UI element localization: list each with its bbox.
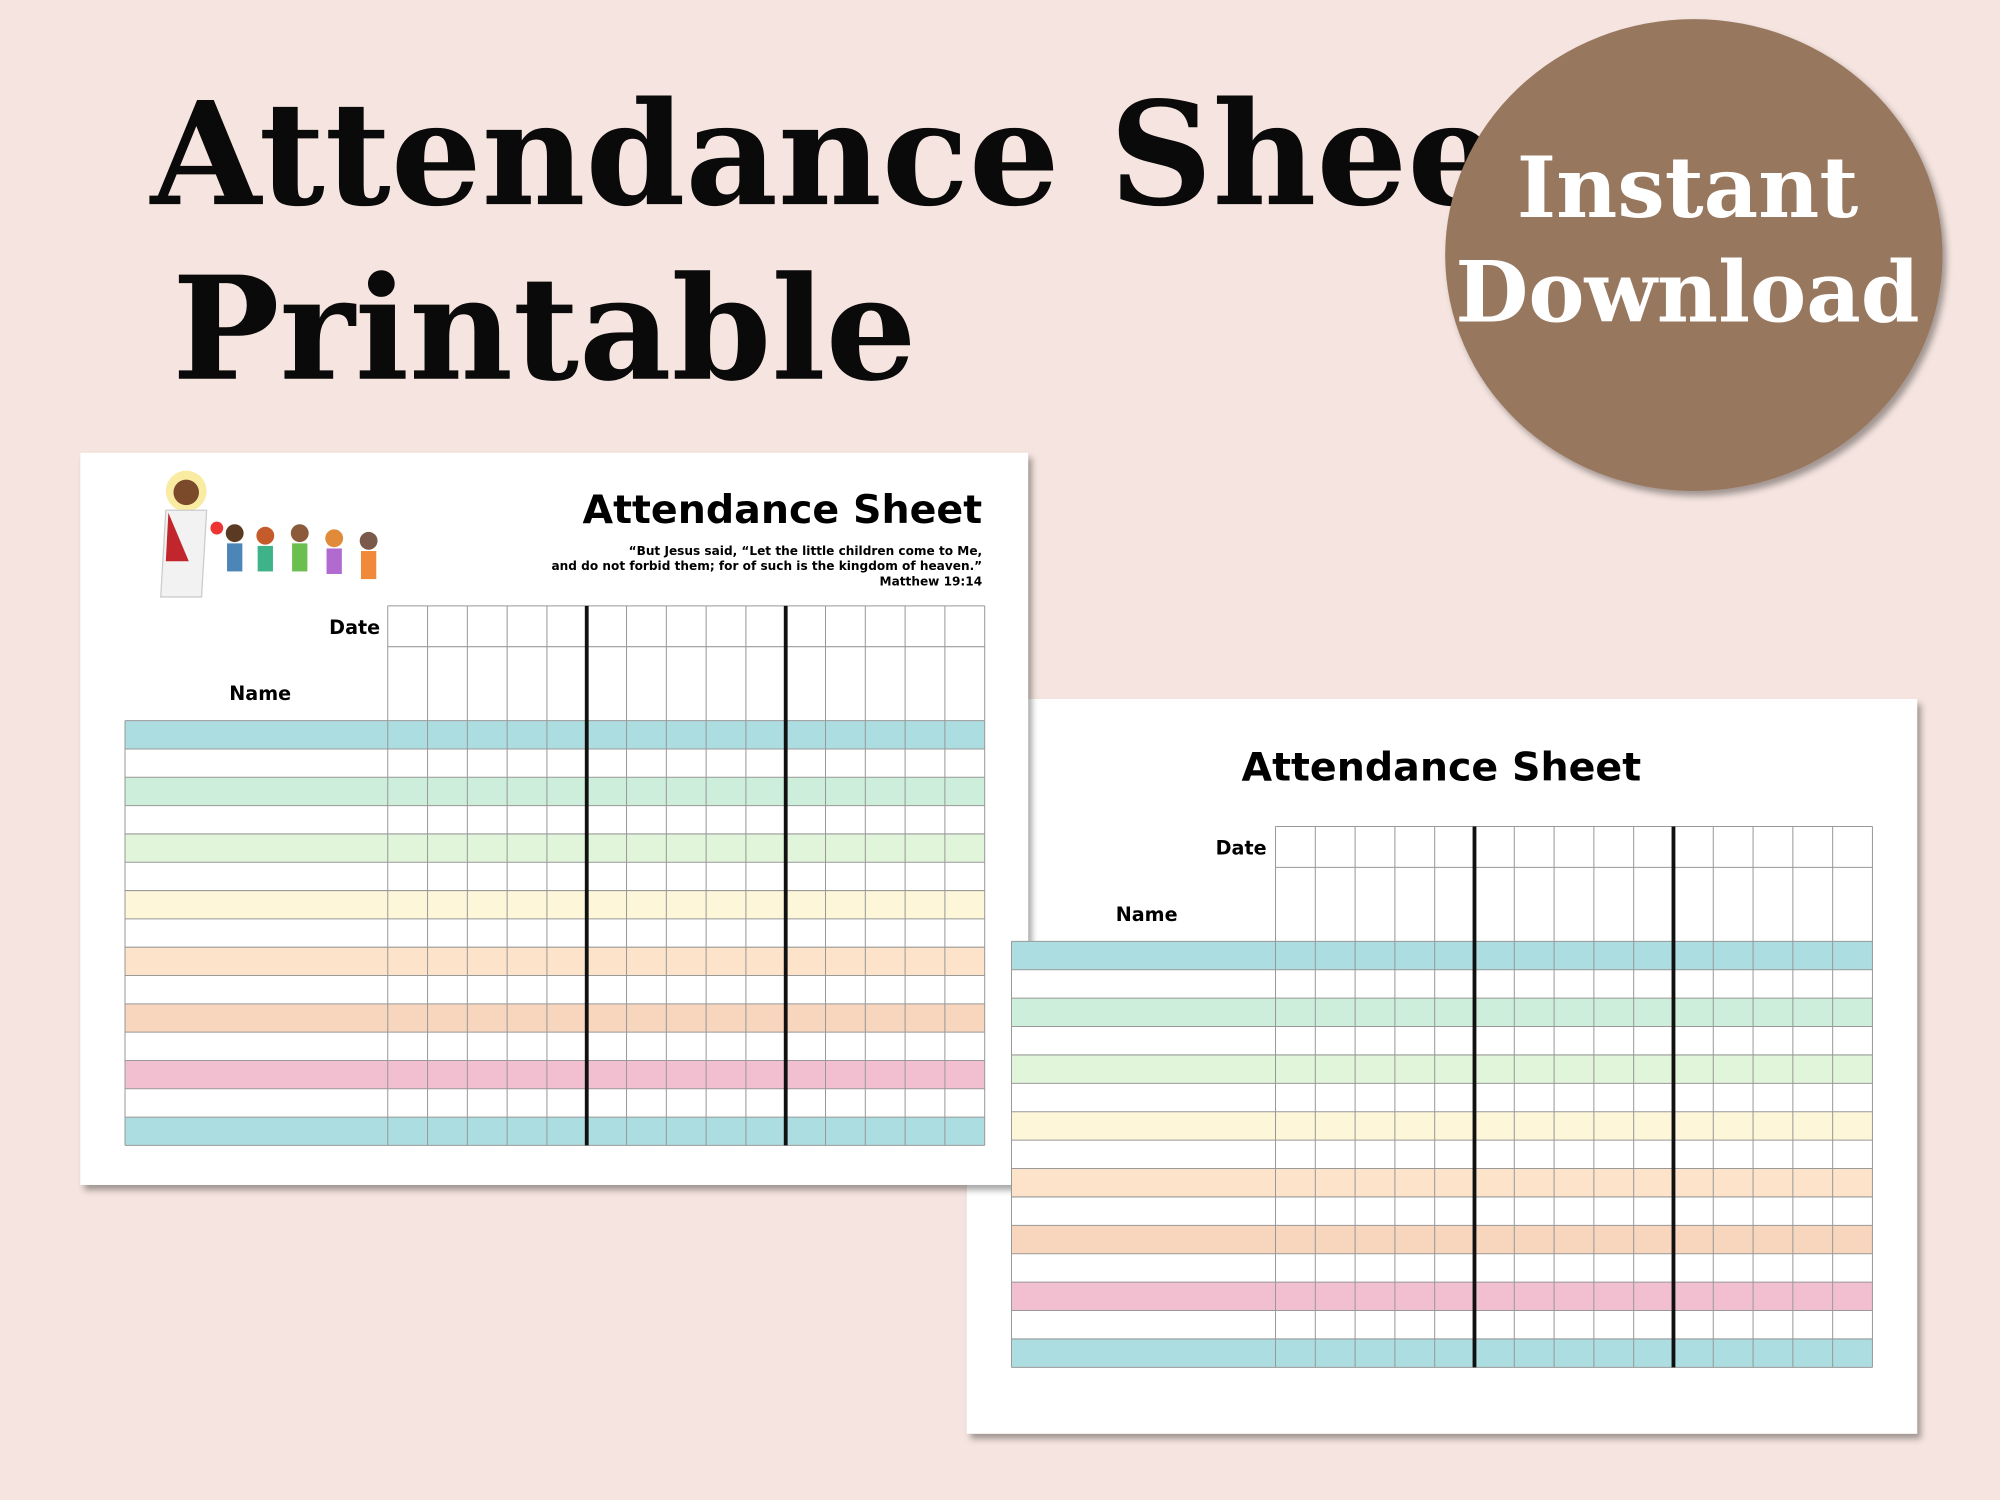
main-title: Attendance Sheet: [149, 70, 1565, 238]
row-band: [1011, 941, 1873, 970]
row-band: [1011, 1225, 1873, 1254]
row-band: [125, 862, 985, 891]
row-band: [125, 805, 985, 834]
row-band: [1011, 1338, 1873, 1368]
row-band: [1011, 1253, 1873, 1283]
row-band: [125, 918, 985, 948]
row-band: [125, 1088, 985, 1118]
quote: “But Jesus said, “Let the little childre…: [629, 544, 983, 558]
row-band: [1011, 1196, 1873, 1226]
row-band: [1011, 1140, 1873, 1169]
quote: and do not forbid them; for of such is t…: [552, 559, 983, 573]
grid: [1010, 826, 1873, 1368]
quote: Matthew 19:14: [880, 574, 983, 588]
name-label: Name: [229, 682, 291, 705]
row-band: [1011, 1083, 1873, 1112]
row-band: [125, 1003, 985, 1033]
row-band: [125, 947, 985, 976]
badge-text: Download: [1455, 242, 1919, 341]
row-band: [125, 975, 985, 1004]
row-band: [1011, 1111, 1873, 1141]
name-label: Name: [1116, 903, 1178, 926]
badge: [1445, 19, 1943, 492]
row-band: [125, 890, 985, 919]
row-band: [125, 833, 985, 863]
row-band: [125, 1060, 985, 1089]
sheet-title: Attendance Sheet: [583, 487, 983, 533]
row-band: [1011, 1282, 1873, 1311]
illustration: [160, 470, 378, 598]
row-band: [1011, 998, 1873, 1027]
date-label: Date: [1216, 837, 1267, 860]
row-band: [125, 777, 985, 806]
row-band: [125, 1032, 985, 1061]
row-band: [1011, 1054, 1873, 1084]
row-band: [125, 748, 985, 778]
grid: [124, 605, 986, 1146]
row-band: [1011, 1026, 1873, 1055]
badge-text: Instant: [1517, 138, 1859, 237]
main-title: Printable: [172, 245, 916, 413]
row-band: [125, 720, 985, 749]
row-band: [1011, 969, 1873, 999]
sheet-title: Attendance Sheet: [1242, 745, 1642, 791]
row-band: [1011, 1310, 1873, 1339]
date-label: Date: [329, 616, 380, 639]
row-band: [125, 1117, 985, 1146]
row-band: [1011, 1168, 1873, 1197]
